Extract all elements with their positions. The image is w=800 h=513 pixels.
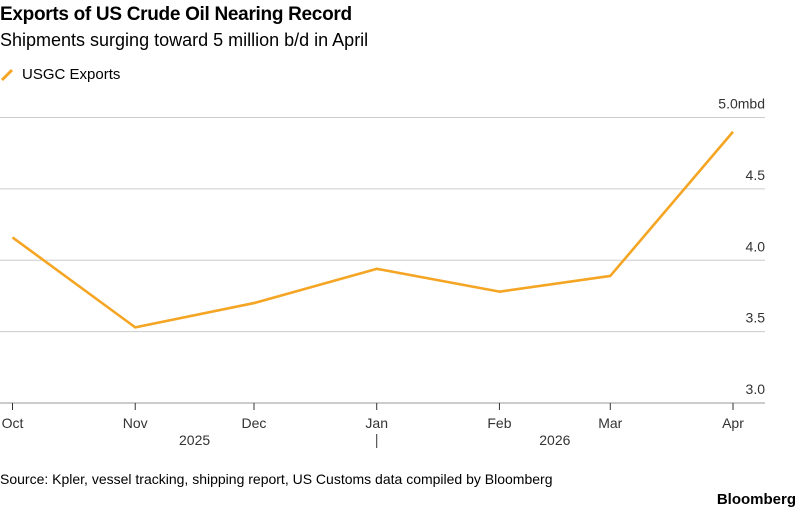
- x-tick-label: Oct: [2, 415, 24, 431]
- source-note: Source: Kpler, vessel tracking, shipping…: [0, 471, 553, 487]
- chart-title: Exports of US Crude Oil Nearing Record: [0, 4, 352, 25]
- x-tick-label: Mar: [598, 415, 622, 431]
- x-tick-label: Feb: [487, 415, 511, 431]
- y-tick-label: 5.0mbd: [718, 96, 765, 112]
- legend: USGC Exports: [0, 66, 120, 83]
- y-tick-label: 3.0: [746, 381, 766, 397]
- x-tick-label: Dec: [242, 415, 267, 431]
- year-label: 2026: [539, 432, 570, 448]
- chart-subtitle: Shipments surging toward 5 million b/d i…: [0, 30, 369, 50]
- brand-logo: Bloomberg: [716, 491, 796, 508]
- y-tick-label: 4.5: [746, 167, 766, 183]
- x-tick-label: Jan: [365, 415, 388, 431]
- legend-swatch-icon: [0, 68, 14, 81]
- y-tick-label: 3.5: [746, 310, 766, 326]
- y-tick-label: 4.0: [746, 238, 766, 254]
- legend-label: USGC Exports: [22, 66, 121, 83]
- x-tick-label: Apr: [722, 415, 744, 431]
- series-line: [11, 130, 734, 329]
- year-label: 2025: [179, 432, 210, 448]
- x-tick-label: Nov: [123, 415, 148, 431]
